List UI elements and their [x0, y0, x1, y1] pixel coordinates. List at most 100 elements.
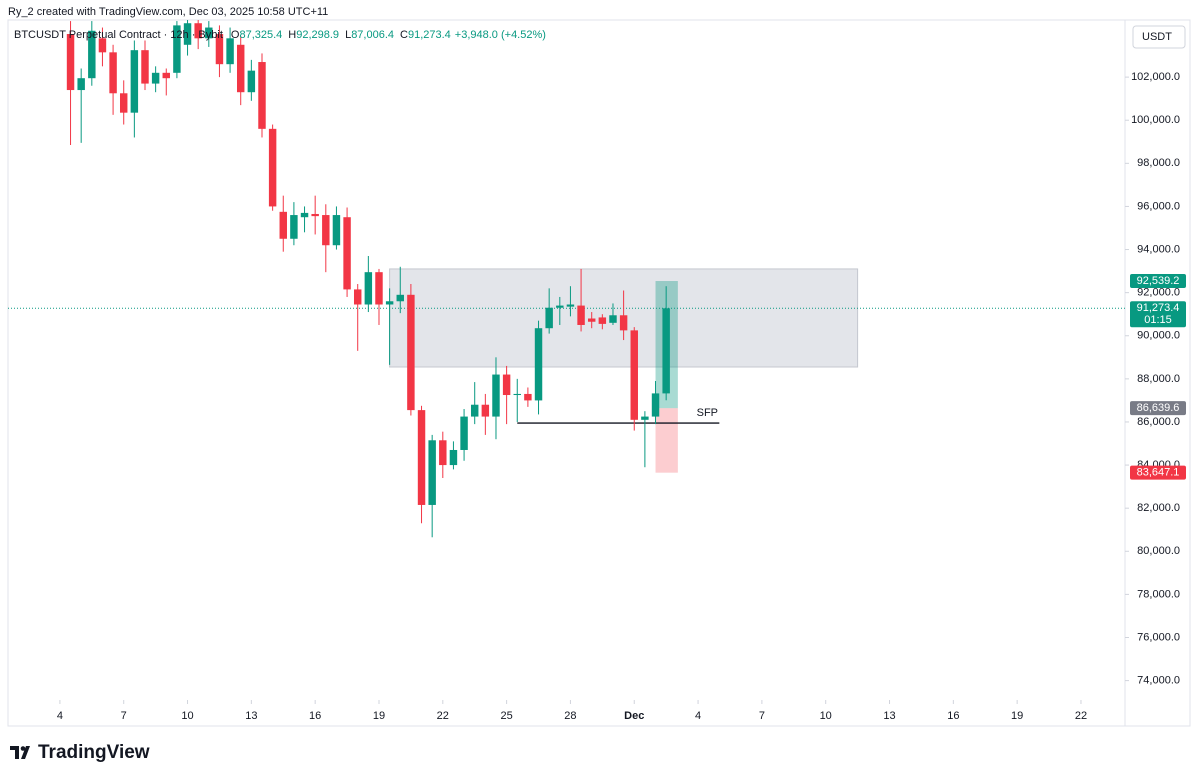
- header-cover: [0, 0, 1200, 19]
- candle-body: [236, 44, 245, 93]
- candle-body: [290, 215, 298, 239]
- x-tick-label: 13: [883, 710, 895, 722]
- y-tick-label: 94,000.0: [1137, 243, 1180, 255]
- candle-body: [77, 78, 85, 91]
- candle-body: [651, 393, 660, 417]
- sfp-label: SFP: [697, 407, 718, 419]
- candle-body: [364, 272, 373, 305]
- candle: [205, 21, 213, 47]
- legend-title: BTCUSDT Perpetual Contract · 12h · Bybit: [14, 29, 223, 41]
- candle-body: [141, 50, 149, 84]
- candle: [641, 411, 649, 468]
- x-tick-label: 10: [181, 710, 193, 722]
- candle: [162, 68, 170, 96]
- candle: [598, 314, 607, 330]
- candle-body: [88, 30, 96, 79]
- target-tag-bg: [1130, 274, 1186, 289]
- frame: [7, 19, 1191, 727]
- candle-body: [470, 404, 479, 417]
- x-tick-label: 13: [245, 710, 257, 722]
- y-tick-label: 92,000.0: [1137, 287, 1180, 299]
- candle-body: [556, 305, 564, 308]
- position-loss: [655, 408, 678, 473]
- candle: [236, 36, 245, 106]
- stop-tag: 83,647.1: [1137, 467, 1180, 479]
- candle-body: [385, 301, 394, 305]
- last-price-tag: 01:15: [1144, 314, 1172, 326]
- x-tick-label: 7: [121, 710, 127, 722]
- candle-body: [396, 294, 404, 302]
- candle: [183, 20, 192, 56]
- entry-tag: 86,639.6: [1137, 402, 1180, 414]
- y-tick-label: 98,000.0: [1137, 157, 1180, 169]
- candle: [258, 53, 266, 138]
- entry-tag-bg: [1130, 401, 1186, 416]
- candle: [98, 27, 107, 67]
- candle-body: [439, 440, 447, 466]
- x-tick-label: Dec: [624, 710, 644, 722]
- y-tick-label: 80,000.0: [1137, 545, 1180, 557]
- candle: [407, 284, 415, 416]
- candle: [609, 303, 617, 325]
- candle-body: [449, 449, 458, 466]
- candle: [151, 66, 160, 93]
- candle: [428, 434, 436, 538]
- candle: [66, 21, 75, 146]
- candle: [651, 381, 660, 425]
- candle-body: [183, 23, 192, 45]
- candle-body: [481, 404, 490, 417]
- candle-body: [258, 62, 266, 129]
- candle: [577, 268, 585, 332]
- candle-body: [109, 52, 117, 94]
- header: Ry_2 created with TradingView.com, Dec 0…: [8, 6, 328, 18]
- last-price-tag: 91,273.4: [1137, 302, 1180, 314]
- y-tick-label: 90,000.0: [1137, 330, 1180, 342]
- candle-body: [66, 34, 75, 91]
- candle-body: [162, 72, 170, 79]
- brand: TradingView: [38, 742, 150, 763]
- y-tick-label: 74,000.0: [1137, 675, 1180, 687]
- candle: [662, 286, 670, 401]
- candle: [417, 405, 426, 524]
- candle: [502, 365, 511, 425]
- y-tick-label: 102,000.0: [1131, 71, 1180, 83]
- target-tag: 92,539.2: [1137, 275, 1180, 287]
- x-tick-label: 28: [564, 710, 576, 722]
- y-tick-label: 82,000.0: [1137, 502, 1180, 514]
- candle-body: [577, 305, 585, 325]
- candle: [460, 409, 468, 461]
- candle-body: [151, 72, 160, 84]
- candle-body: [630, 330, 638, 420]
- candle: [566, 286, 575, 317]
- x-tick-label: 22: [437, 710, 449, 722]
- legend-value: 87,325.4: [239, 29, 282, 41]
- x-tick-label: 25: [500, 710, 512, 722]
- logo: TradingView: [10, 742, 150, 763]
- candle-body: [417, 410, 426, 505]
- candle: [247, 59, 256, 101]
- candle-body: [226, 38, 234, 65]
- candle-body: [173, 25, 181, 73]
- candle: [619, 290, 628, 341]
- x-tick-label: 4: [57, 710, 63, 722]
- x-tick-label: 19: [1011, 710, 1023, 722]
- candle: [481, 393, 490, 435]
- legend-value: 87,006.4: [351, 29, 394, 41]
- candle: [130, 40, 139, 138]
- candle-body: [492, 374, 500, 417]
- candle: [300, 206, 309, 233]
- x-tick-label: 16: [947, 710, 959, 722]
- candle: [524, 387, 532, 407]
- candle-body: [545, 307, 553, 329]
- currency-box[interactable]: [1132, 25, 1186, 49]
- y-tick-label: 100,000.0: [1131, 114, 1180, 126]
- candle-body: [247, 70, 256, 93]
- y-tick-label: 96,000.0: [1137, 200, 1180, 212]
- candle: [215, 25, 224, 78]
- candle: [332, 206, 341, 250]
- candle-body: [343, 217, 351, 290]
- x-tick-label: 4: [695, 710, 701, 722]
- candle: [119, 80, 128, 125]
- candle: [449, 441, 458, 470]
